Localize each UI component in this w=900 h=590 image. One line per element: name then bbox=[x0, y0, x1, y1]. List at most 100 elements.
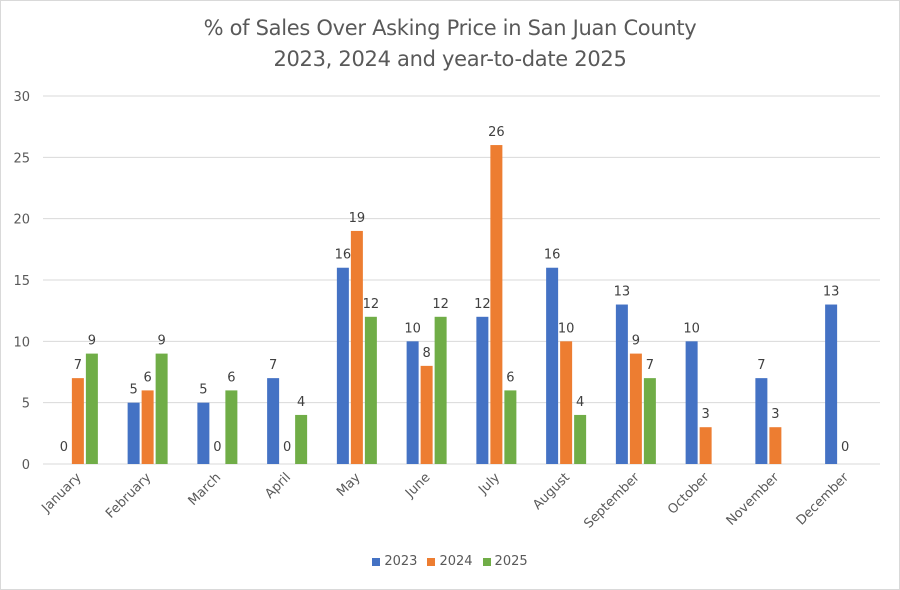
legend-item-2024: 2024 bbox=[427, 554, 473, 569]
x-tick-label: April bbox=[262, 470, 294, 502]
data-label-2024-april: 0 bbox=[283, 440, 291, 455]
legend: 2023 2024 2025 bbox=[0, 554, 900, 569]
legend-item-2023: 2023 bbox=[372, 554, 417, 569]
bar-2025-february bbox=[155, 353, 168, 464]
gridlines bbox=[43, 95, 880, 465]
data-label-2023-october: 10 bbox=[683, 321, 700, 336]
data-label-2024-march: 0 bbox=[213, 440, 221, 455]
x-axis-ticks: January February March April May June July Augu… bbox=[39, 470, 853, 532]
bar-2025-august bbox=[574, 414, 587, 464]
data-label-2024-july: 26 bbox=[488, 125, 505, 140]
bars bbox=[71, 145, 838, 465]
data-label-2023-july: 12 bbox=[474, 297, 491, 312]
data-label-2023-august: 16 bbox=[544, 248, 561, 263]
legend-swatch bbox=[427, 557, 436, 566]
data-label-2024-june: 8 bbox=[422, 346, 430, 361]
bar-2023-september bbox=[615, 304, 628, 464]
bar-2024-september bbox=[629, 353, 642, 464]
data-label-2024-january: 7 bbox=[74, 358, 82, 373]
bar-2023-october bbox=[685, 341, 698, 464]
data-label-2023-november: 7 bbox=[757, 358, 765, 373]
bar-2024-october bbox=[699, 427, 712, 464]
y-tick-label: 25 bbox=[13, 151, 30, 166]
bar-2023-december bbox=[825, 304, 838, 464]
data-label-2025-june: 12 bbox=[432, 297, 449, 312]
bar-2023-march bbox=[197, 402, 210, 464]
bar-2024-august bbox=[560, 341, 573, 464]
bar-2023-may bbox=[336, 267, 349, 464]
bar-2024-july bbox=[490, 145, 503, 465]
data-label-2024-may: 19 bbox=[349, 211, 366, 226]
bar-2025-june bbox=[434, 316, 447, 464]
y-tick-label: 30 bbox=[13, 90, 30, 105]
data-label-2025-september: 7 bbox=[646, 358, 654, 373]
data-label-2025-march: 6 bbox=[227, 370, 235, 385]
bar-2024-may bbox=[350, 230, 363, 464]
data-label-2024-december: 0 bbox=[841, 440, 849, 455]
data-label-2023-september: 13 bbox=[614, 285, 631, 300]
data-label-2023-january: 0 bbox=[60, 440, 68, 455]
bar-2023-february bbox=[127, 402, 140, 464]
bar-2025-july bbox=[504, 390, 517, 464]
bar-2023-april bbox=[267, 378, 280, 464]
bar-2025-april bbox=[295, 414, 308, 464]
bar-2025-september bbox=[643, 378, 656, 464]
data-label-2024-august: 10 bbox=[558, 321, 575, 336]
bar-2023-july bbox=[476, 316, 489, 464]
bar-2024-february bbox=[141, 390, 154, 464]
bar-2025-january bbox=[85, 353, 98, 464]
data-label-2023-june: 10 bbox=[404, 321, 421, 336]
legend-label: 2023 bbox=[384, 554, 418, 569]
x-tick-label: September bbox=[581, 470, 643, 532]
chart-subtitle: 2023, 2024 and year-to-date 2025 bbox=[273, 47, 627, 71]
data-label-2023-april: 7 bbox=[269, 358, 277, 373]
x-tick-label: August bbox=[530, 470, 573, 513]
data-label-2023-march: 5 bbox=[199, 383, 207, 398]
y-tick-label: 15 bbox=[13, 274, 30, 289]
data-label-2023-february: 5 bbox=[129, 383, 137, 398]
bar-2023-november bbox=[755, 378, 768, 464]
data-label-2025-july: 6 bbox=[506, 370, 514, 385]
bar-2024-june bbox=[420, 365, 433, 464]
x-tick-label: October bbox=[665, 470, 713, 518]
data-label-2025-february: 9 bbox=[157, 334, 165, 349]
y-tick-label: 10 bbox=[13, 335, 30, 350]
legend-swatch bbox=[372, 557, 381, 566]
bar-2025-may bbox=[364, 316, 377, 464]
legend-swatch bbox=[482, 557, 491, 566]
data-label-2024-february: 6 bbox=[143, 370, 151, 385]
legend-label: 2024 bbox=[439, 554, 473, 569]
data-label-2025-may: 12 bbox=[363, 297, 380, 312]
y-axis-ticks: 0 5 10 15 20 25 30 bbox=[13, 90, 30, 473]
x-tick-label: June bbox=[402, 470, 433, 501]
y-tick-label: 5 bbox=[22, 397, 30, 412]
x-tick-label: July bbox=[475, 470, 503, 498]
bar-2025-march bbox=[225, 390, 238, 464]
bar-2024-january bbox=[71, 378, 84, 464]
legend-item-2025: 2025 bbox=[482, 554, 528, 569]
y-tick-label: 20 bbox=[13, 213, 30, 228]
x-tick-label: November bbox=[724, 470, 783, 529]
x-tick-label: February bbox=[103, 470, 155, 522]
y-tick-label: 0 bbox=[22, 458, 30, 473]
legend-label: 2025 bbox=[494, 554, 528, 569]
data-label-2023-may: 16 bbox=[335, 248, 352, 263]
x-tick-label: March bbox=[186, 470, 225, 509]
bar-2023-june bbox=[406, 341, 419, 464]
chart-title: % of Sales Over Asking Price in San Juan… bbox=[203, 16, 697, 40]
data-label-2025-august: 4 bbox=[576, 395, 584, 410]
data-label-2023-december: 13 bbox=[823, 285, 840, 300]
bar-2024-november bbox=[769, 427, 782, 464]
x-tick-label: January bbox=[39, 470, 85, 516]
x-tick-label: December bbox=[794, 470, 853, 529]
bar-2023-august bbox=[546, 267, 559, 464]
data-label-2024-november: 3 bbox=[771, 407, 779, 422]
data-label-2024-september: 9 bbox=[632, 334, 640, 349]
data-label-2025-january: 9 bbox=[88, 334, 96, 349]
data-label-2025-april: 4 bbox=[297, 395, 305, 410]
x-tick-label: May bbox=[334, 470, 364, 500]
data-label-2024-october: 3 bbox=[701, 407, 709, 422]
